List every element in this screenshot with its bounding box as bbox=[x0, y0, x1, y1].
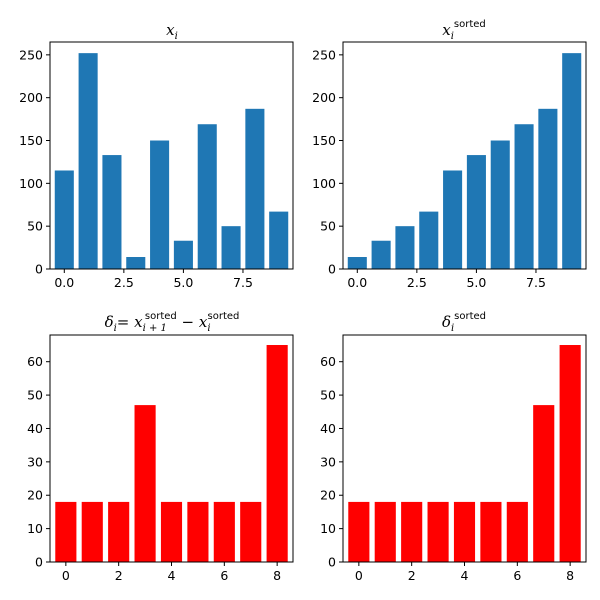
bar-8 bbox=[538, 108, 558, 269]
y-tick-label: 60 bbox=[320, 354, 336, 369]
x-tick-label: 4 bbox=[461, 568, 469, 583]
y-tick-label: 0 bbox=[328, 262, 336, 277]
bar-7 bbox=[533, 405, 555, 562]
y-tick-label: 40 bbox=[27, 421, 43, 436]
y-tick-label: 150 bbox=[19, 133, 43, 148]
x-tick-label: 7.5 bbox=[233, 275, 253, 290]
x-tick-label: 8 bbox=[273, 568, 281, 583]
chart-panel-delta: δi= xi + 1sorted − xisorted 0 2 4 6 8 0 10 20 30… bbox=[27, 311, 294, 583]
x-tick-label: 2.5 bbox=[114, 275, 134, 290]
x-tick-label: 5.0 bbox=[466, 275, 486, 290]
x-tick-label: 5.0 bbox=[173, 275, 193, 290]
y-tick-label: 250 bbox=[19, 47, 43, 62]
bar-8 bbox=[559, 345, 581, 562]
bar-3 bbox=[427, 501, 449, 562]
bar-0 bbox=[347, 257, 367, 269]
y-tick-label: 250 bbox=[312, 47, 336, 62]
x-tick-label: 0 bbox=[62, 568, 70, 583]
x-tick-label: 0 bbox=[355, 568, 363, 583]
y-tick-label: 100 bbox=[312, 176, 336, 191]
y-tick-label: 30 bbox=[320, 454, 336, 469]
bar-1 bbox=[371, 240, 391, 269]
y-tick-label: 50 bbox=[320, 388, 336, 403]
x-tick-label: 6 bbox=[513, 568, 521, 583]
chart-title: xisorted bbox=[442, 19, 486, 42]
bar-0 bbox=[348, 501, 370, 562]
y-tick-label: 50 bbox=[27, 388, 43, 403]
x-tick-label: 8 bbox=[566, 568, 574, 583]
bar-2 bbox=[102, 155, 122, 269]
x-tick-label: 2 bbox=[408, 568, 416, 583]
bar-3 bbox=[134, 405, 156, 562]
chart-panel-xi: xi 0.0 2.5 5.0 7.5 0 50 100 150 200 250 bbox=[19, 21, 294, 290]
axes-frame bbox=[342, 41, 587, 270]
y-tick-label: 150 bbox=[312, 133, 336, 148]
bar-2 bbox=[401, 501, 423, 562]
x-tick-label: 4 bbox=[168, 568, 176, 583]
chart-title: xi bbox=[166, 21, 178, 42]
y-tick-label: 30 bbox=[27, 454, 43, 469]
bar-6 bbox=[506, 501, 528, 562]
bar-0 bbox=[55, 501, 77, 562]
bar-4 bbox=[150, 140, 170, 269]
x-tick-label: 7.5 bbox=[526, 275, 546, 290]
bar-7 bbox=[221, 226, 241, 269]
y-tick-label: 20 bbox=[27, 488, 43, 503]
y-tick-label: 10 bbox=[320, 521, 336, 536]
x-tick-label: 6 bbox=[220, 568, 228, 583]
bar-4 bbox=[160, 501, 183, 562]
y-tick-label: 40 bbox=[320, 421, 336, 436]
bar-4 bbox=[443, 170, 463, 269]
y-tick-label: 10 bbox=[27, 521, 43, 536]
chart-title: δisorted bbox=[442, 311, 486, 334]
bar-1 bbox=[81, 501, 103, 562]
bar-8 bbox=[245, 108, 265, 269]
y-tick-label: 50 bbox=[27, 219, 43, 234]
chart-panel-xi-sorted: xisorted 0.0 2.5 5.0 7.5 0 50 100 150 200 250 bbox=[312, 19, 587, 290]
bar-5 bbox=[173, 240, 193, 269]
bar-8 bbox=[266, 345, 288, 562]
axes-frame bbox=[49, 41, 294, 270]
bar-0 bbox=[54, 170, 74, 269]
bar-6 bbox=[213, 501, 235, 562]
bar-6 bbox=[490, 140, 510, 269]
bar-1 bbox=[78, 53, 98, 269]
chart-title: δi= xi + 1sorted − xisorted bbox=[105, 311, 240, 334]
bar-7 bbox=[514, 124, 534, 269]
bar-5 bbox=[480, 501, 502, 562]
bar-5 bbox=[466, 155, 486, 269]
bar-9 bbox=[269, 211, 289, 269]
y-tick-label: 200 bbox=[312, 90, 336, 105]
bar-1 bbox=[374, 501, 396, 562]
bar-2 bbox=[108, 501, 130, 562]
bar-2 bbox=[395, 226, 415, 269]
y-tick-label: 20 bbox=[320, 488, 336, 503]
y-tick-label: 0 bbox=[328, 555, 336, 570]
y-tick-label: 60 bbox=[27, 354, 43, 369]
bar-6 bbox=[197, 124, 217, 269]
bar-7 bbox=[240, 501, 262, 562]
x-tick-label: 0.0 bbox=[54, 275, 74, 290]
bar-4 bbox=[453, 501, 476, 562]
bar-5 bbox=[187, 501, 209, 562]
bar-3 bbox=[419, 211, 439, 269]
bar-3 bbox=[126, 257, 146, 269]
y-tick-label: 0 bbox=[35, 555, 43, 570]
y-tick-label: 50 bbox=[320, 219, 336, 234]
x-tick-label: 2 bbox=[115, 568, 123, 583]
x-tick-label: 2.5 bbox=[407, 275, 427, 290]
y-tick-label: 200 bbox=[19, 90, 43, 105]
y-tick-label: 0 bbox=[35, 262, 43, 277]
chart-panel-delta-sorted: δisorted 0 2 4 6 8 0 10 20 30 40 50 60 bbox=[320, 311, 587, 583]
x-tick-label: 0.0 bbox=[347, 275, 367, 290]
bar-9 bbox=[562, 53, 582, 269]
y-tick-label: 100 bbox=[19, 176, 43, 191]
